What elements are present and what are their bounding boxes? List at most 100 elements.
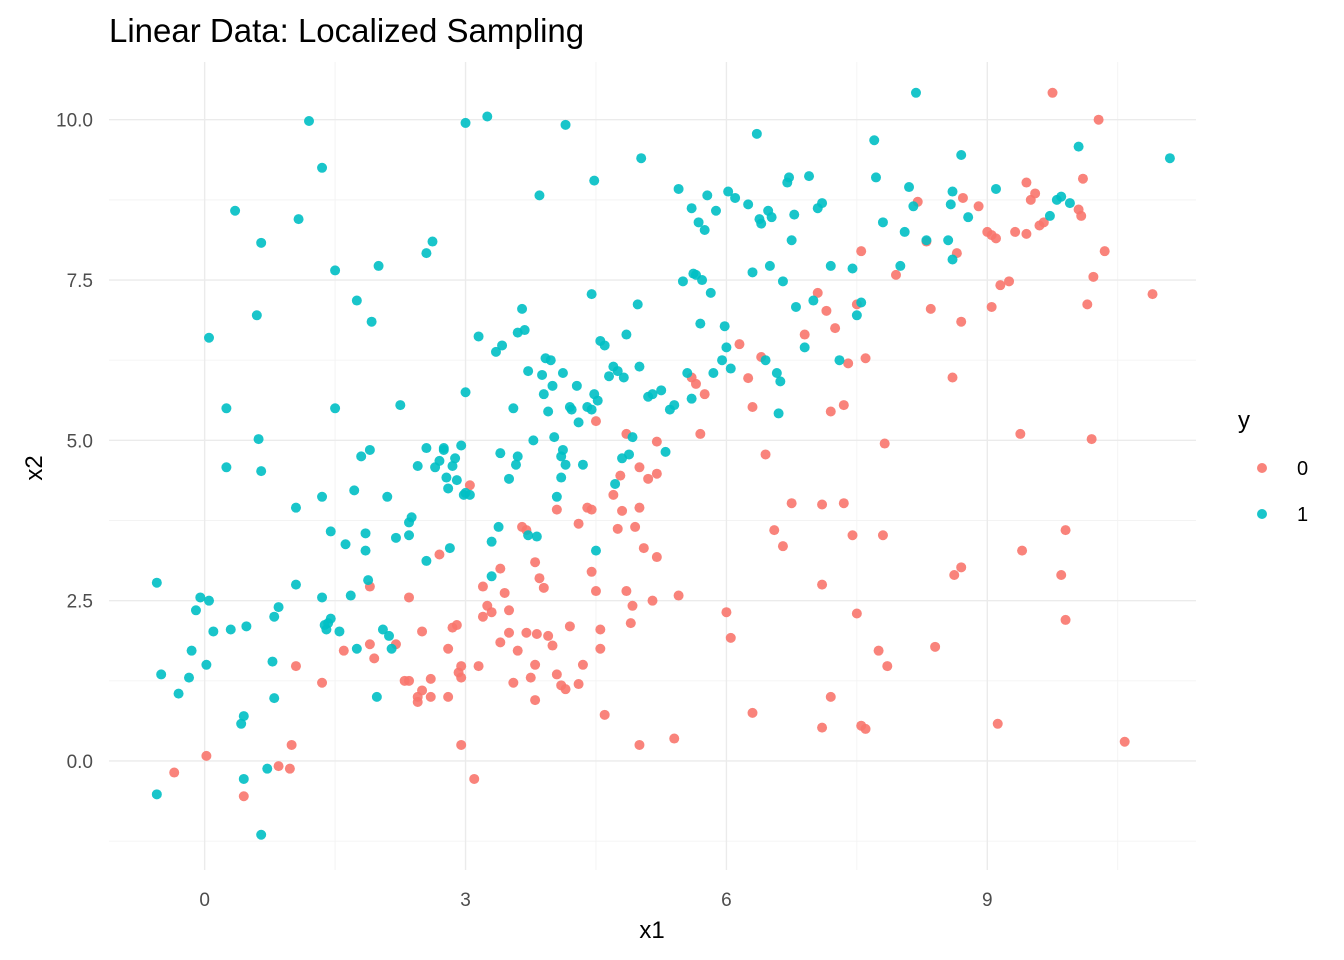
data-point-series-1 [221, 462, 232, 473]
data-point-series-0 [986, 301, 997, 312]
data-point-series-1 [451, 475, 462, 486]
data-point-series-0 [1017, 545, 1028, 556]
data-point-series-1 [269, 693, 280, 704]
data-point-series-0 [634, 462, 645, 473]
data-point-series-0 [799, 329, 810, 340]
data-point-series-1 [656, 385, 667, 396]
data-point-series-0 [812, 287, 823, 298]
data-point-series-1 [317, 162, 328, 173]
y-tick-label: 5.0 [67, 431, 93, 452]
data-point-series-1 [236, 718, 247, 729]
data-point-series-0 [615, 470, 626, 481]
data-point-series-0 [404, 592, 415, 603]
data-point-series-1 [156, 669, 167, 680]
data-point-series-1 [256, 237, 267, 248]
data-point-series-0 [504, 605, 515, 616]
data-point-series-1 [730, 192, 741, 203]
x-axis-title: x1 [639, 917, 664, 944]
data-point-series-1 [764, 260, 775, 271]
data-point-series-1 [334, 626, 345, 637]
data-point-series-1 [490, 346, 501, 357]
data-point-series-1 [351, 643, 362, 654]
data-point-series-0 [504, 627, 515, 638]
data-point-series-0 [1076, 210, 1087, 221]
data-point-series-1 [273, 602, 284, 613]
data-point-series-0 [673, 590, 684, 601]
data-point-series-1 [256, 466, 267, 477]
data-point-series-1 [373, 260, 384, 271]
data-point-series-1 [510, 459, 521, 470]
data-point-series-0 [747, 402, 758, 413]
data-point-series-1 [360, 528, 371, 539]
data-point-series-1 [799, 342, 810, 353]
data-point-series-1 [204, 595, 215, 606]
data-point-series-0 [512, 645, 523, 656]
data-point-series-1 [534, 190, 545, 201]
data-point-series-1 [253, 434, 264, 445]
data-point-series-0 [284, 763, 295, 774]
data-point-series-0 [586, 566, 597, 577]
data-point-series-0 [973, 201, 984, 212]
data-point-series-1 [351, 295, 362, 306]
data-point-series-1 [545, 355, 556, 366]
x-tick-label: 6 [721, 890, 732, 911]
data-point-series-1 [349, 485, 360, 496]
data-point-series-0 [495, 563, 506, 574]
data-point-series-1 [543, 406, 554, 417]
data-point-series-1 [877, 217, 888, 228]
data-point-series-1 [825, 260, 836, 271]
data-point-series-0 [643, 473, 654, 484]
data-point-series-0 [882, 661, 893, 672]
data-point-series-0 [699, 389, 710, 400]
data-point-series-1 [460, 387, 471, 398]
data-point-series-0 [957, 192, 968, 203]
data-point-series-1 [450, 453, 461, 464]
data-point-series-0 [651, 552, 662, 563]
data-point-series-0 [1119, 736, 1130, 747]
data-point-series-1 [808, 295, 819, 306]
data-point-series-1 [256, 829, 267, 840]
data-point-series-0 [949, 570, 960, 581]
data-point-series-1 [325, 613, 336, 624]
data-point-series-1 [493, 521, 504, 532]
data-point-series-0 [525, 672, 536, 683]
data-point-series-1 [702, 190, 713, 201]
data-point-series-0 [595, 624, 606, 635]
data-point-series-1 [990, 183, 1001, 194]
data-point-series-0 [417, 685, 428, 696]
y-tick-label: 10.0 [56, 111, 93, 132]
data-point-series-1 [340, 539, 351, 550]
data-point-series-1 [504, 473, 515, 484]
data-point-series-1 [204, 332, 215, 343]
data-point-series-0 [856, 246, 867, 257]
data-point-series-0 [586, 504, 597, 515]
data-point-series-0 [595, 643, 606, 654]
data-point-series-1 [366, 316, 377, 327]
data-point-series-0 [538, 582, 549, 593]
data-point-series-0 [1060, 614, 1071, 625]
data-point-series-1 [956, 149, 967, 160]
data-point-series-1 [632, 299, 643, 310]
data-point-series-0 [821, 305, 832, 316]
data-point-series-0 [201, 750, 212, 761]
data-point-series-0 [769, 525, 780, 536]
data-point-series-0 [843, 358, 854, 369]
data-point-series-0 [1010, 226, 1021, 237]
data-point-series-0 [238, 791, 249, 802]
data-point-series-1 [151, 577, 162, 588]
data-points [151, 87, 1175, 840]
data-point-series-1 [624, 449, 635, 460]
data-point-series-1 [345, 590, 356, 601]
data-point-series-0 [469, 773, 480, 784]
data-point-series-1 [434, 455, 445, 466]
data-point-series-1 [699, 225, 710, 236]
legend-key-0 [1257, 463, 1267, 473]
data-point-series-1 [386, 643, 397, 654]
data-point-series-1 [573, 417, 584, 428]
data-point-series-0 [817, 499, 828, 510]
data-point-series-0 [695, 428, 706, 439]
y-tick-label: 0.0 [67, 752, 93, 773]
data-point-series-1 [693, 217, 704, 228]
data-point-series-1 [460, 117, 471, 128]
data-point-series-1 [384, 630, 395, 641]
